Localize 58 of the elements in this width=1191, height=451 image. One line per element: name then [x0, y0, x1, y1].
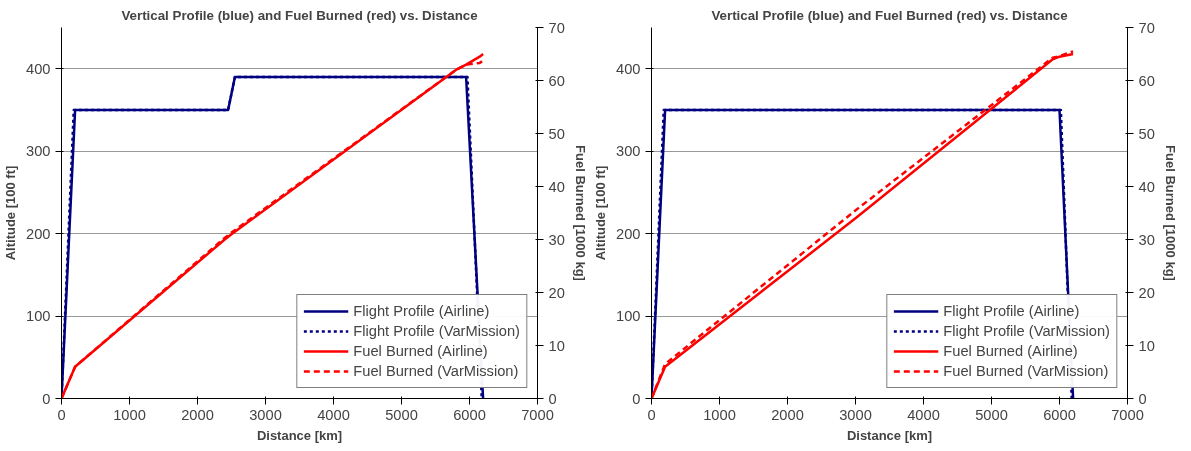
x-tick-label: 7000 [521, 406, 554, 423]
x-tick-label: 3000 [839, 406, 872, 423]
x-tick-label: 4000 [317, 406, 350, 423]
y-tick-label: 100 [616, 308, 641, 325]
y2-axis-title: Fuel Burned [1000 kg] [572, 145, 588, 281]
x-tick-label: 1000 [703, 406, 736, 423]
y2-tick-label: 30 [1138, 231, 1155, 248]
legend-label: Flight Profile (VarMission) [353, 323, 520, 339]
y2-tick-label: 70 [1138, 19, 1155, 36]
x-tick-label: 2000 [181, 406, 214, 423]
legend-label: Flight Profile (Airline) [353, 303, 490, 319]
x-tick-label: 5000 [975, 406, 1008, 423]
y-axis-title: Altitude [100 ft] [593, 165, 609, 261]
y2-tick-label: 60 [548, 72, 565, 89]
y-tick-label: 200 [26, 225, 51, 242]
y2-tick-label: 40 [548, 178, 565, 195]
legend-label: Fuel Burned (VarMission) [353, 363, 519, 379]
x-tick-label: 0 [57, 406, 66, 423]
y-axis-title: Altitude [100 ft] [3, 165, 19, 261]
legend-label: Flight Profile (Airline) [943, 303, 1080, 319]
y2-tick-label: 10 [548, 337, 565, 354]
x-tick-label: 6000 [453, 406, 486, 423]
x-tick-label: 0 [647, 406, 656, 423]
y-tick-label: 400 [26, 60, 51, 77]
x-tick-label: 7000 [1111, 406, 1144, 423]
y-tick-label: 200 [616, 225, 641, 242]
y-tick-label: 0 [632, 390, 641, 407]
chart-title: Vertical Profile (blue) and Fuel Burned (red) vs. Distance [711, 7, 1068, 23]
y2-tick-label: 20 [1138, 284, 1155, 301]
legend-label: Flight Profile (VarMission) [943, 323, 1110, 339]
x-tick-label: 4000 [907, 406, 940, 423]
y2-tick-label: 0 [1138, 390, 1147, 407]
x-axis-title: Distance [km] [256, 427, 343, 443]
y-tick-label: 300 [616, 143, 641, 160]
x-tick-label: 2000 [771, 406, 804, 423]
x-tick-label: 5000 [385, 406, 418, 423]
y2-tick-label: 30 [548, 231, 565, 248]
y2-tick-label: 50 [1138, 125, 1155, 142]
y2-tick-label: 20 [548, 284, 565, 301]
legend-label: Fuel Burned (Airline) [943, 343, 1078, 359]
y2-tick-label: 70 [548, 19, 565, 36]
x-tick-label: 3000 [249, 406, 282, 423]
y2-axis-title: Fuel Burned [1000 kg] [1162, 145, 1178, 281]
y2-tick-label: 40 [1138, 178, 1155, 195]
y-tick-label: 0 [42, 390, 51, 407]
y-tick-label: 300 [26, 143, 51, 160]
legend-label: Fuel Burned (VarMission) [943, 363, 1109, 379]
chart-title: Vertical Profile (blue) and Fuel Burned (red) vs. Distance [121, 7, 478, 23]
y2-tick-label: 0 [548, 390, 557, 407]
y2-tick-label: 50 [548, 125, 565, 142]
legend-label: Fuel Burned (Airline) [353, 343, 488, 359]
x-tick-label: 1000 [113, 406, 146, 423]
y2-tick-label: 10 [1138, 337, 1155, 354]
x-tick-label: 6000 [1043, 406, 1076, 423]
y-tick-label: 100 [26, 308, 51, 325]
x-axis-title: Distance [km] [846, 427, 933, 443]
y-tick-label: 400 [616, 60, 641, 77]
y2-tick-label: 60 [1138, 72, 1155, 89]
